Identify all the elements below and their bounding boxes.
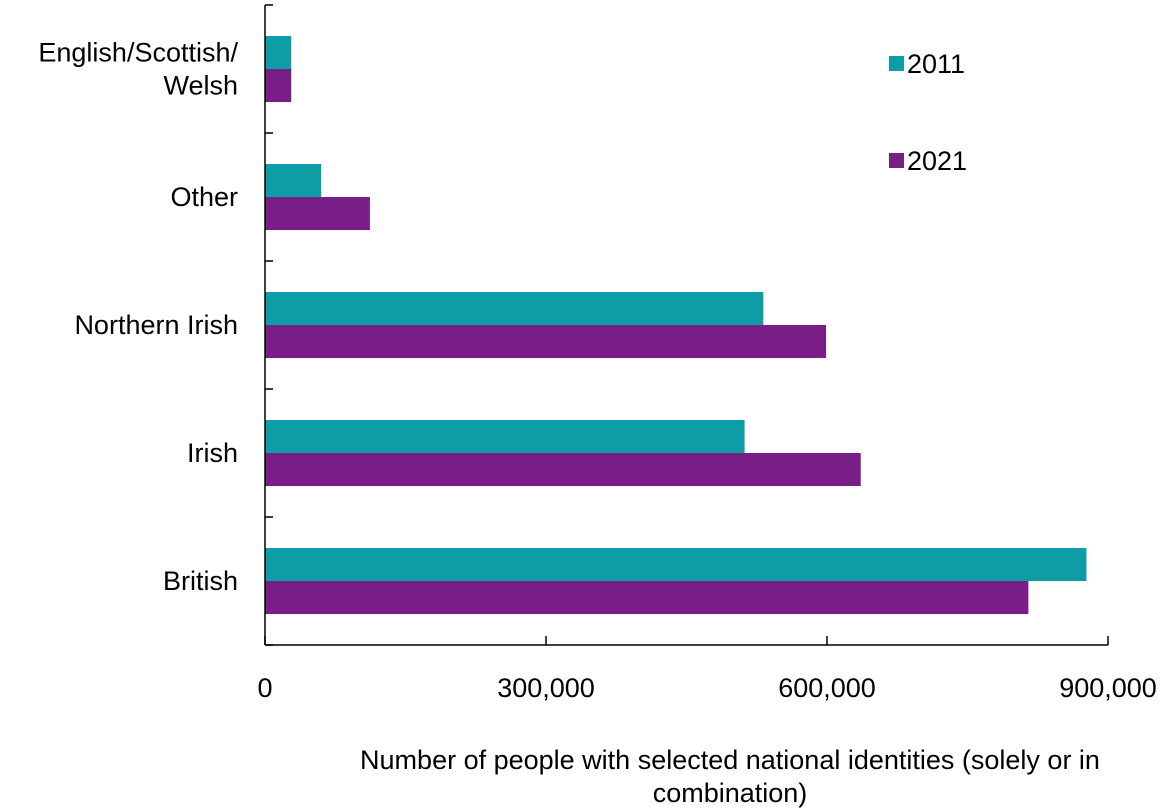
- bars-layer: [265, 36, 1087, 614]
- axes-layer: [264, 5, 1108, 646]
- legend-swatch-2021: [889, 153, 904, 168]
- bar-2021-other: [265, 197, 370, 230]
- category-label-british: British: [163, 566, 238, 596]
- legend: 2011 2021: [889, 49, 967, 176]
- x-tick-label-300-000: 300,000: [497, 673, 595, 703]
- x-tick-label-900-000: 900,000: [1059, 673, 1157, 703]
- category-label-english-scottish-welsh-line-1: English/Scottish/: [38, 38, 238, 68]
- bar-2011-northern-irish: [265, 292, 764, 325]
- bar-2011-english-scottish-welsh: [265, 36, 292, 69]
- x-axis-title-line-1: Number of people with selected national …: [360, 745, 1100, 775]
- ticks-layer: [264, 4, 1109, 646]
- bar-2021-english-scottish-welsh: [265, 69, 292, 102]
- x-axis-title-line-2: combination): [653, 778, 808, 808]
- legend-swatch-2011: [889, 56, 904, 71]
- category-label-other: Other: [170, 182, 238, 212]
- category-label-english-scottish-welsh-line-2: Welsh: [163, 71, 238, 101]
- bar-2021-northern-irish: [265, 325, 827, 358]
- category-label-northern-irish: Northern Irish: [74, 310, 238, 340]
- category-label-irish: Irish: [187, 438, 238, 468]
- x-tick-label-0: 0: [257, 673, 272, 703]
- x-tick-label-600-000: 600,000: [778, 673, 876, 703]
- bar-2021-british: [265, 581, 1029, 614]
- x-tick-labels: 0 300,000 600,000 900,000: [257, 673, 1156, 703]
- legend-label-2011: 2011: [907, 49, 965, 79]
- legend-label-2021: 2021: [907, 146, 967, 176]
- bar-2011-other: [265, 164, 322, 197]
- bar-2021-irish: [265, 453, 861, 486]
- bar-2011-irish: [265, 420, 745, 453]
- bar-2011-british: [265, 548, 1087, 581]
- x-axis-title: Number of people with selected national …: [360, 745, 1100, 808]
- category-labels: English/Scottish/Welsh Other Northern Iris…: [38, 38, 238, 597]
